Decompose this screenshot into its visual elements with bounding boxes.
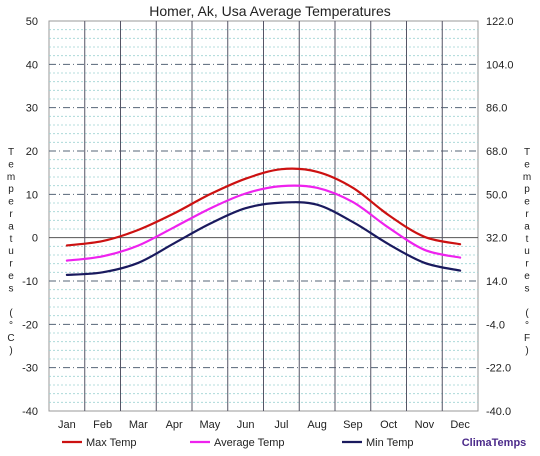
y-tick-label-right: 14.0 xyxy=(486,276,507,288)
y-axis-label-char: F xyxy=(524,333,530,344)
y-tick-label-right: 122.0 xyxy=(486,16,514,28)
y-tick-label-left: -10 xyxy=(22,276,38,288)
y-axis-label-char: u xyxy=(524,246,530,257)
y-axis-label-char: e xyxy=(8,271,14,282)
y-tick-label-right: 50.0 xyxy=(486,189,507,201)
y-tick-label-left: 0 xyxy=(32,233,38,245)
average-temp-line xyxy=(65,184,462,262)
y-axis-label-char: p xyxy=(8,184,14,195)
brand-logo: ClimaTemps xyxy=(462,437,527,449)
y-axis-label-char: u xyxy=(8,246,14,257)
x-axis-ticks: Jan Feb Mar Apr May Jun Jul Aug Sep Oct Nov Dec xyxy=(58,419,470,431)
x-tick-label: Nov xyxy=(415,419,435,431)
y-axis-right-ticks: 122.0 104.0 86.0 68.0 50.0 32.0 14.0 -4.0 -22.0 -… xyxy=(486,16,514,418)
min-temp-line xyxy=(65,201,462,276)
y-axis-label-char: ° xyxy=(525,321,529,332)
legend-label-min-temp: Min Temp xyxy=(366,437,413,449)
y-axis-label-char: a xyxy=(524,221,530,232)
y-tick-label-left: -20 xyxy=(22,319,38,331)
x-tick-label: Jan xyxy=(58,419,76,431)
y-axis-left-label: Temperatures(°C) xyxy=(7,147,15,356)
chart-title: Homer, Ak, Usa Average Temperatures xyxy=(149,3,391,19)
legend-label-max-temp: Max Temp xyxy=(86,437,137,449)
y-axis-label-char: ( xyxy=(525,308,529,319)
y-tick-label-left: 40 xyxy=(26,59,38,71)
y-tick-label-right: 104.0 xyxy=(486,59,514,71)
x-tick-label: Mar xyxy=(129,419,148,431)
y-axis-label-char: ° xyxy=(9,321,13,332)
chart-series xyxy=(65,167,462,276)
x-tick-label: Aug xyxy=(307,419,327,431)
y-axis-label-char: m xyxy=(7,172,15,183)
y-tick-label-right: 86.0 xyxy=(486,103,507,115)
y-axis-label-char: C xyxy=(7,333,14,344)
max-temp-line xyxy=(65,167,462,247)
legend-label-average-temp: Average Temp xyxy=(214,437,285,449)
y-axis-label-char: s xyxy=(525,283,530,294)
y-axis-label-char: e xyxy=(524,271,530,282)
y-axis-label-char: e xyxy=(524,197,530,208)
y-tick-label-left: 50 xyxy=(26,16,38,28)
x-tick-label: May xyxy=(199,419,220,431)
chart-legend: Max Temp Average Temp Min Temp xyxy=(62,437,413,449)
y-axis-label-char: r xyxy=(9,259,13,270)
y-axis-label-char: a xyxy=(8,221,14,232)
y-axis-label-char: T xyxy=(524,147,530,158)
chart-grid xyxy=(48,20,479,412)
y-axis-label-char: r xyxy=(525,259,529,270)
y-axis-label-char: ) xyxy=(525,345,528,356)
y-axis-label-char: t xyxy=(10,234,13,245)
y-axis-label-char: r xyxy=(525,209,529,220)
y-tick-label-left: 20 xyxy=(26,146,38,158)
y-axis-label-char: T xyxy=(8,147,14,158)
y-tick-label-left: -30 xyxy=(22,363,38,375)
x-tick-label: Dec xyxy=(450,419,470,431)
y-axis-left-ticks: 50 40 30 20 10 0 -10 -20 -30 -40 xyxy=(22,16,38,418)
y-tick-label-right: 32.0 xyxy=(486,233,507,245)
x-tick-label: Apr xyxy=(166,419,183,431)
y-axis-label-char: ( xyxy=(9,308,13,319)
y-axis-right-label: Temperatures(°F) xyxy=(523,147,531,356)
y-axis-label-char: r xyxy=(9,209,13,220)
y-axis-label-char: m xyxy=(523,172,531,183)
x-tick-label: Jul xyxy=(274,419,288,431)
x-tick-label: Sep xyxy=(343,419,363,431)
y-axis-label-char: t xyxy=(526,234,529,245)
y-tick-label-right: -40.0 xyxy=(486,406,511,418)
y-tick-label-right: 68.0 xyxy=(486,146,507,158)
y-axis-label-char: e xyxy=(8,159,14,170)
y-tick-label-left: 30 xyxy=(26,103,38,115)
x-tick-label: Feb xyxy=(93,419,112,431)
y-axis-label-char: e xyxy=(524,159,530,170)
y-tick-label-right: -22.0 xyxy=(486,363,511,375)
y-axis-label-char: s xyxy=(9,283,14,294)
x-tick-label: Oct xyxy=(380,419,397,431)
y-axis-label-char: p xyxy=(524,184,530,195)
y-tick-label-right: -4.0 xyxy=(486,319,505,331)
y-tick-label-left: 10 xyxy=(26,189,38,201)
y-axis-label-char: ) xyxy=(9,345,12,356)
x-tick-label: Jun xyxy=(237,419,255,431)
y-axis-label-char: e xyxy=(8,197,14,208)
y-tick-label-left: -40 xyxy=(22,406,38,418)
